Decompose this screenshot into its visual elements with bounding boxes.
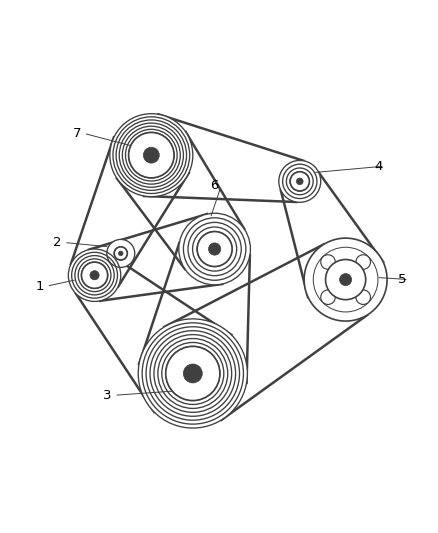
Circle shape [110, 114, 193, 197]
Text: 3: 3 [103, 389, 112, 402]
Text: 6: 6 [210, 179, 219, 192]
Circle shape [118, 251, 123, 256]
Circle shape [321, 290, 335, 304]
Text: 7: 7 [73, 127, 81, 140]
Circle shape [297, 178, 303, 185]
Circle shape [114, 247, 127, 260]
Circle shape [290, 172, 309, 191]
Circle shape [166, 346, 220, 400]
Circle shape [68, 249, 121, 302]
Text: 1: 1 [36, 280, 44, 293]
Circle shape [143, 147, 159, 163]
Circle shape [197, 231, 232, 266]
Circle shape [107, 239, 135, 268]
Circle shape [208, 243, 221, 255]
Circle shape [90, 271, 99, 280]
Circle shape [81, 262, 108, 288]
Circle shape [179, 213, 251, 285]
Circle shape [356, 290, 371, 304]
Circle shape [279, 160, 321, 203]
Circle shape [304, 238, 387, 321]
Circle shape [138, 319, 247, 428]
Text: 2: 2 [53, 236, 62, 249]
Circle shape [356, 255, 371, 269]
Circle shape [325, 260, 366, 300]
Text: 5: 5 [398, 273, 406, 286]
Text: 4: 4 [374, 159, 382, 173]
Circle shape [129, 133, 174, 178]
Circle shape [184, 364, 202, 383]
Circle shape [339, 273, 352, 286]
Circle shape [321, 255, 335, 269]
